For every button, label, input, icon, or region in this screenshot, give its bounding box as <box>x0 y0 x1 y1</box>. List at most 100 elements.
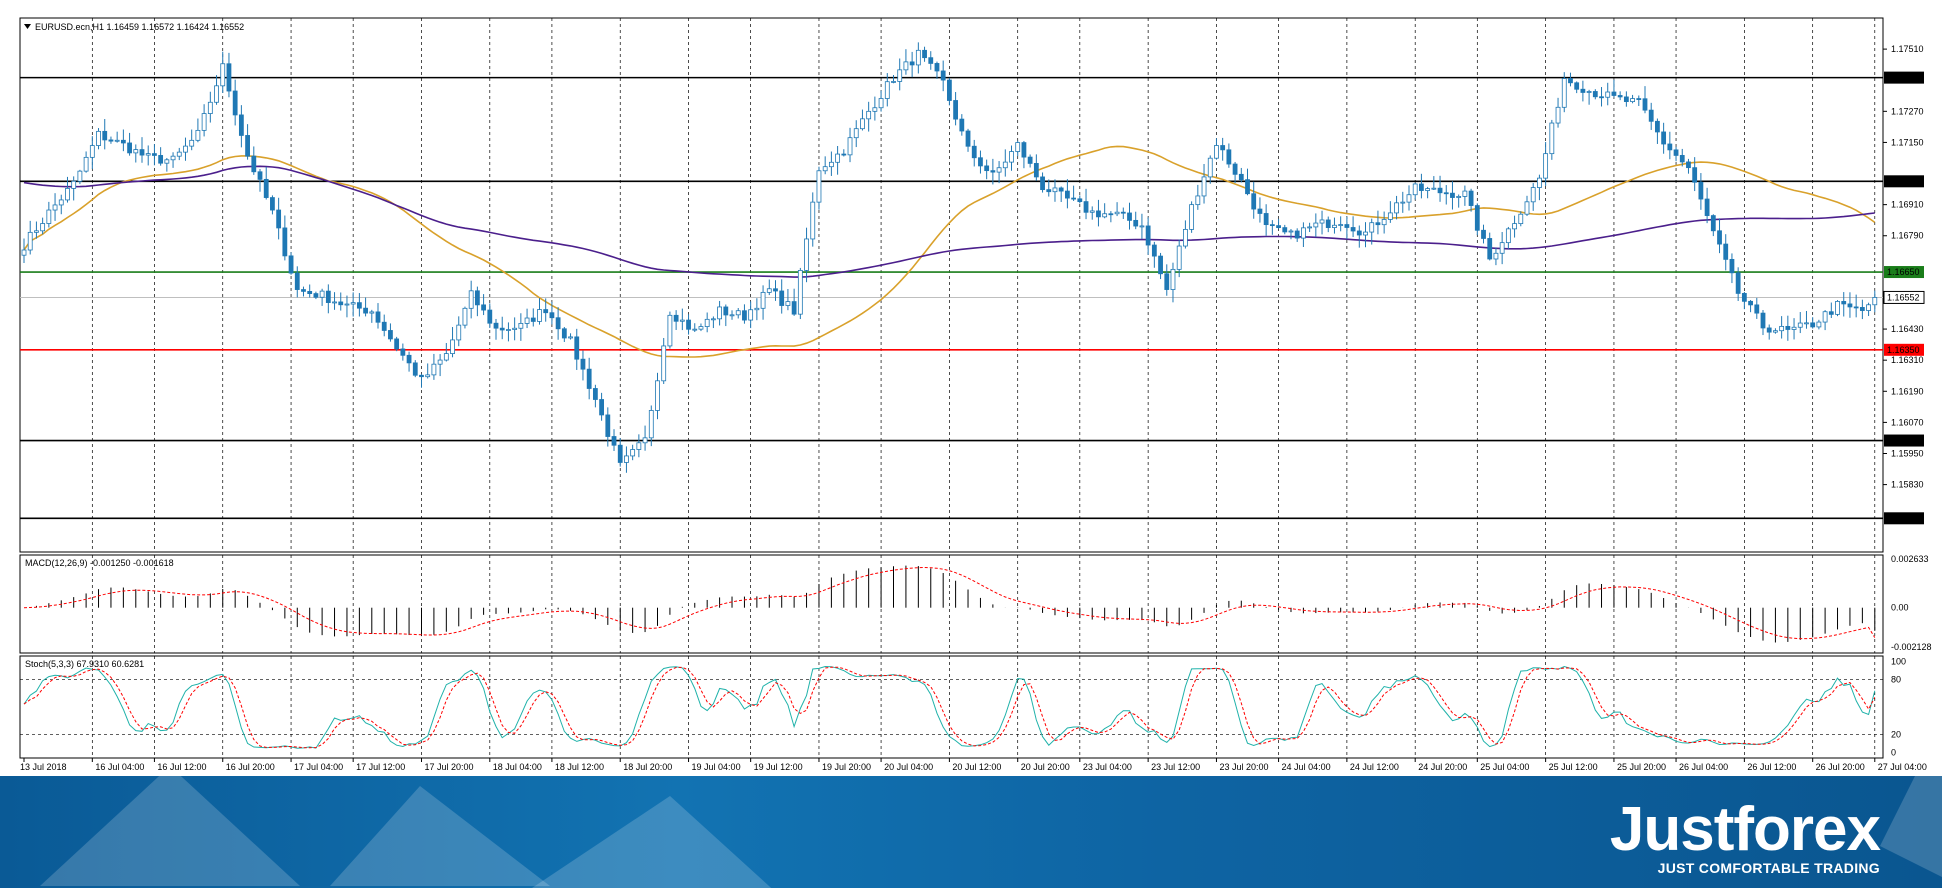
candle-body <box>1307 226 1313 229</box>
candle-body <box>406 354 412 364</box>
candle-body <box>860 118 865 130</box>
candle-body <box>108 139 114 142</box>
candle-body <box>748 309 754 321</box>
candle-body <box>1766 327 1772 333</box>
dropdown-triangle-icon[interactable] <box>24 24 31 29</box>
candle-body <box>120 139 126 144</box>
candle-body <box>804 238 809 271</box>
price-tick-label: 1.15830 <box>1891 480 1924 490</box>
candle-body <box>183 145 188 153</box>
candle-body <box>1108 213 1114 216</box>
time-tick-label: 23 Jul 04:00 <box>1083 762 1132 772</box>
stoch-header: Stoch(5,3,3) 67.9310 60.6281 <box>25 659 144 669</box>
level-label: 1.17400 <box>1887 73 1920 83</box>
candle-body <box>1710 215 1716 232</box>
time-tick-label: 20 Jul 12:00 <box>952 762 1001 772</box>
stoch-tick-label: 80 <box>1891 675 1901 685</box>
price-tick-label: 1.17150 <box>1891 137 1924 147</box>
candle-body <box>766 288 772 293</box>
candle-body <box>735 310 741 316</box>
time-tick-label: 20 Jul 04:00 <box>884 762 933 772</box>
time-tick-label: 18 Jul 04:00 <box>493 762 542 772</box>
candle-body <box>543 309 549 314</box>
candle-body <box>1046 189 1052 193</box>
candle-body <box>1207 157 1213 178</box>
candle-body <box>1499 242 1505 254</box>
candle-body <box>1555 106 1561 124</box>
candle-body <box>1269 224 1275 227</box>
candle-body <box>1027 156 1033 164</box>
candle-body <box>1419 183 1424 191</box>
candle-body <box>1493 252 1499 260</box>
candle-body <box>1158 255 1163 275</box>
time-tick-label: 16 Jul 12:00 <box>157 762 206 772</box>
candle-body <box>605 414 611 437</box>
candle-body <box>723 306 729 316</box>
candle-body <box>1338 224 1344 226</box>
candle-body <box>1729 258 1735 274</box>
candle-body <box>1686 161 1691 169</box>
candle-body <box>1679 155 1685 163</box>
candle-body <box>1804 322 1809 325</box>
candle-body <box>946 79 952 101</box>
candle-body <box>1096 210 1101 218</box>
candle-body <box>276 209 282 229</box>
candle-body <box>1735 272 1741 294</box>
candle-body <box>1456 196 1462 198</box>
candle-body <box>1462 190 1468 197</box>
candle-body <box>1387 212 1393 220</box>
level-label-box <box>1884 175 1924 188</box>
price-axis: 1.17510 1.17270 1.17150 1.16910 1.16790 1.164… <box>1883 44 1932 758</box>
candle-body <box>928 57 934 64</box>
candle-body <box>1797 322 1803 328</box>
candle-body <box>853 128 859 139</box>
candle-body <box>462 307 468 326</box>
candle-body <box>400 348 406 356</box>
candle-body <box>493 322 499 329</box>
candle-body <box>474 290 480 306</box>
candle-body <box>344 303 350 306</box>
candle-body <box>1754 304 1760 314</box>
candle-body <box>785 301 791 306</box>
candle-body <box>425 374 431 378</box>
candle-body <box>1114 211 1120 215</box>
candle-body <box>1636 98 1642 100</box>
candle-body <box>1195 195 1201 206</box>
candle-body <box>816 170 822 203</box>
time-tick-label: 23 Jul 20:00 <box>1219 762 1268 772</box>
candle-body <box>1201 176 1207 197</box>
time-tick-label: 27 Jul 04:00 <box>1878 762 1927 772</box>
candle-body <box>996 167 1002 173</box>
candle-body <box>934 63 940 72</box>
candle-body <box>1524 201 1530 215</box>
candle-body <box>468 290 474 309</box>
candle-body <box>1332 224 1337 228</box>
time-tick-label: 24 Jul 12:00 <box>1350 762 1399 772</box>
candle-body <box>1543 153 1549 179</box>
candle-body <box>1257 208 1263 214</box>
decorative-triangle-icon <box>40 776 300 886</box>
candle-body <box>897 69 903 82</box>
candle-body <box>884 81 890 99</box>
trading-chart[interactable]: 1.17510 1.17270 1.17150 1.16910 1.16790 1.164… <box>0 0 1942 776</box>
stoch-main-line <box>23 665 1876 749</box>
candle-body <box>940 70 946 81</box>
candle-body <box>1655 120 1660 133</box>
time-tick-label: 24 Jul 04:00 <box>1282 762 1331 772</box>
candle-body <box>1623 96 1629 103</box>
candle-body <box>661 345 667 382</box>
candle-body <box>642 437 648 444</box>
candle-body <box>673 314 679 322</box>
candle-body <box>145 153 151 156</box>
price-tick-label: 1.16070 <box>1891 417 1924 427</box>
candle-body <box>46 209 52 224</box>
level-label: 1.16350 <box>1887 345 1920 355</box>
candle-body <box>388 330 393 340</box>
candle-body <box>524 317 530 324</box>
candle-body <box>282 227 288 257</box>
candle-body <box>1344 224 1350 228</box>
candle-body <box>1592 91 1598 98</box>
candle-body <box>201 113 207 131</box>
candle-body <box>58 199 64 206</box>
macd-header: MACD(12,26,9) -0.001250 -0.001618 <box>25 558 174 568</box>
